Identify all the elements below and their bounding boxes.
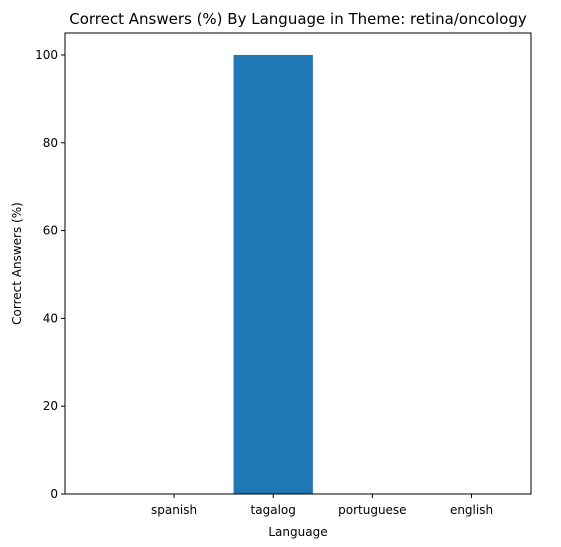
y-tick-label: 100 (35, 48, 58, 62)
y-axis: 0 20 40 60 80 100 (35, 48, 65, 501)
bars-group (233, 54, 313, 494)
x-tick-label-english: english (450, 503, 493, 517)
x-axis-label: Language (268, 525, 327, 539)
y-tick-label: 60 (43, 224, 58, 238)
y-tick-label: 80 (43, 136, 58, 150)
plot-frame (64, 32, 532, 495)
y-tick-label: 40 (43, 311, 58, 325)
x-tick-label-spanish: spanish (151, 503, 197, 517)
y-tick-label: 0 (50, 487, 58, 501)
y-axis-label: Correct Answers (%) (10, 202, 24, 325)
y-tick-label: 20 (43, 399, 58, 413)
x-axis: spanish tagalog portuguese english (151, 494, 493, 517)
chart-title: Correct Answers (%) By Language in Theme… (69, 10, 527, 28)
x-tick-label-portuguese: portuguese (338, 503, 406, 517)
x-tick-label-tagalog: tagalog (251, 503, 296, 517)
bar-tagalog (233, 54, 313, 494)
